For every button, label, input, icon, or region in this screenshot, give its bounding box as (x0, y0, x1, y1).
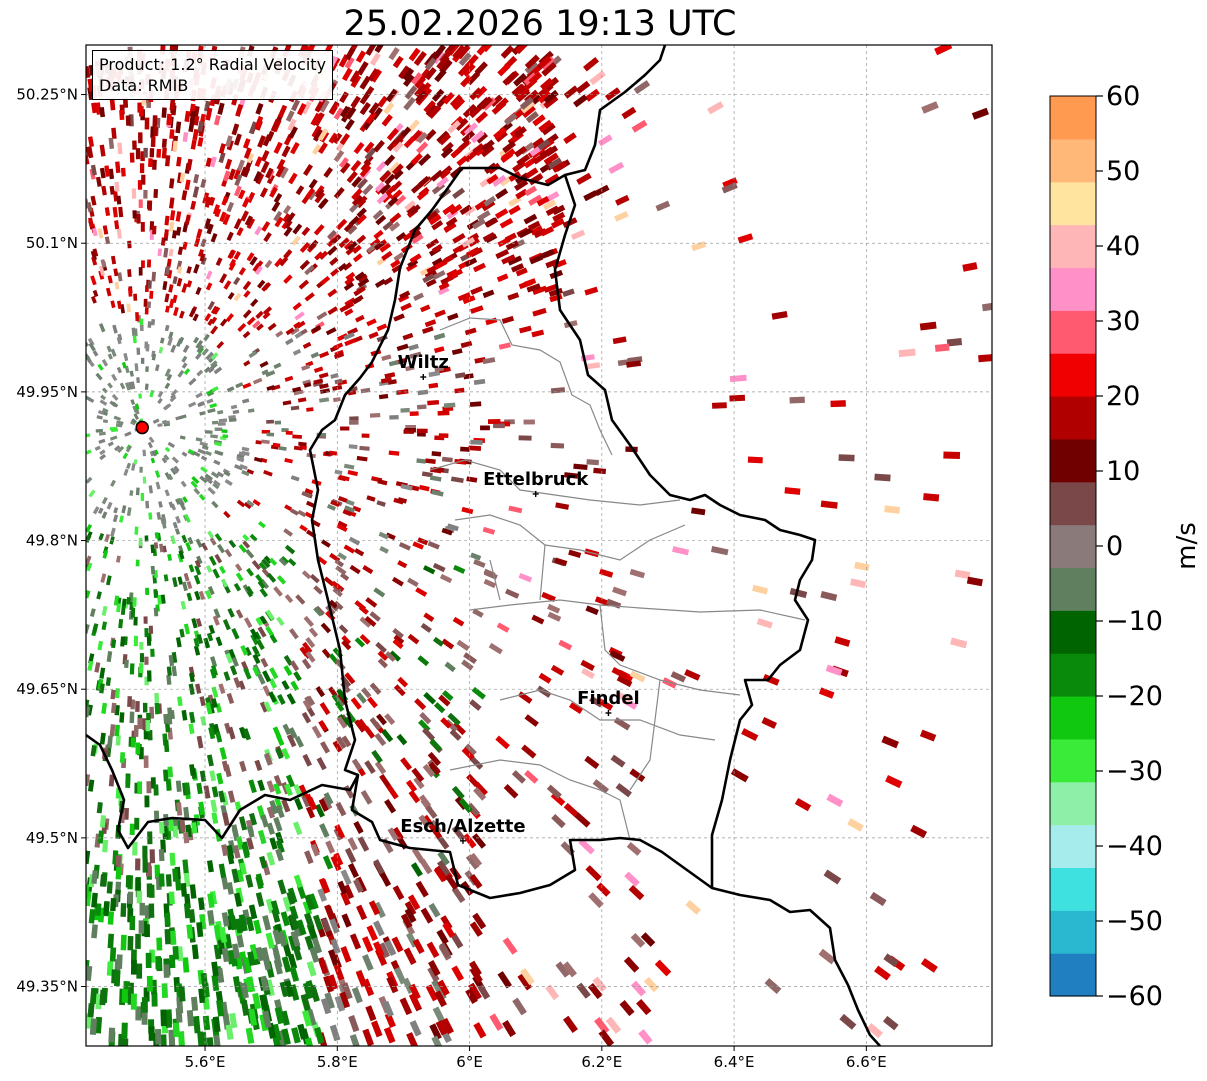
colorbar-swatch (1050, 738, 1096, 783)
radar-echo-layer (86, 45, 992, 1046)
colorbar-tick-label: 20 (1106, 381, 1140, 412)
colorbar-swatch (1050, 610, 1096, 654)
map-title: 25.02.2026 19:13 UTC (343, 4, 737, 44)
colorbar-tick-label: −40 (1106, 831, 1163, 862)
lon-tick-label: 6°E (456, 1053, 483, 1071)
data-source-label: Data: RMIB (99, 76, 189, 95)
country-borders (86, 45, 881, 1046)
colorbar-tick-label: 40 (1106, 231, 1140, 262)
city-label: Wiltz (398, 352, 449, 373)
colorbar-swatch (1050, 267, 1096, 311)
colorbar-swatch (1050, 524, 1096, 569)
colorbar-tick-label: 10 (1106, 456, 1140, 487)
colorbar-tick-label: 50 (1106, 156, 1140, 187)
colorbar-swatch (1050, 910, 1096, 954)
map-frame (85, 44, 993, 1047)
colorbar-tick-label: 60 (1106, 81, 1140, 112)
colorbar-swatches (1050, 96, 1096, 997)
lat-tick-label: 50.1°N (26, 234, 78, 252)
longitude-ticks: 5.6°E 5.8°E 6°E 6.2°E 6.4°E 6.6°E (185, 1046, 887, 1071)
canton-borders (429, 317, 806, 841)
lon-tick-label: 5.6°E (185, 1053, 226, 1071)
colorbar-swatch (1050, 310, 1096, 354)
lat-tick-label: 49.95°N (16, 383, 78, 401)
city-label: Esch/Alzette (400, 816, 525, 837)
colorbar-swatch (1050, 181, 1096, 226)
colorbar-swatch (1050, 96, 1096, 140)
radar-site-marker (135, 420, 149, 435)
gridlines (86, 45, 992, 1046)
colorbar-swatch (1050, 781, 1096, 826)
lon-tick-label: 6.6°E (846, 1053, 887, 1071)
lon-tick-label: 5.8°E (317, 1053, 358, 1071)
colorbar-tick-label: −50 (1106, 906, 1163, 937)
colorbar-ticks: 60 50 40 30 20 10 0 −10 −20 −30 −40 −50 −60 (1096, 81, 1163, 1012)
colorbar-tick-label: −60 (1106, 981, 1163, 1012)
lat-tick-label: 50.25°N (16, 86, 78, 104)
colorbar-tick-label: 30 (1106, 306, 1140, 337)
lon-tick-label: 6.4°E (714, 1053, 755, 1071)
colorbar-swatch (1050, 438, 1096, 483)
latitude-ticks: 50.25°N 50.1°N 49.95°N 49.8°N 49.65°N 49.5°N 4… (16, 86, 86, 996)
colorbar-swatch (1050, 696, 1096, 740)
colorbar-swatch (1050, 867, 1096, 911)
city-markers: Wiltz Ettelbruck Findel Esch/Alzette (398, 352, 640, 844)
colorbar-swatch (1050, 567, 1096, 611)
colorbar-swatch (1050, 824, 1096, 869)
colorbar-unit-label: m/s (1172, 522, 1202, 570)
lat-tick-label: 49.35°N (16, 978, 78, 996)
lat-tick-label: 49.8°N (26, 532, 78, 550)
colorbar-tick-label: −10 (1106, 606, 1163, 637)
product-label: Product: 1.2° Radial Velocity (99, 55, 327, 74)
colorbar-tick-label: 0 (1106, 531, 1123, 562)
lat-tick-label: 49.65°N (16, 680, 78, 698)
colorbar-swatch (1050, 138, 1096, 183)
colorbar-tick-label: −30 (1106, 756, 1163, 787)
colorbar-swatch (1050, 481, 1096, 526)
city-label: Ettelbruck (483, 469, 589, 490)
lon-tick-label: 6.2°E (581, 1053, 622, 1071)
city-label: Findel (577, 688, 640, 709)
colorbar-swatch (1050, 653, 1096, 697)
colorbar-swatch (1050, 224, 1096, 269)
colorbar-tick-label: −20 (1106, 681, 1163, 712)
colorbar-swatch (1050, 353, 1096, 397)
colorbar-swatch (1050, 396, 1096, 440)
lat-tick-label: 49.5°N (26, 829, 78, 847)
product-info-box: Product: 1.2° Radial Velocity Data: RMIB (92, 50, 334, 100)
colorbar-swatch (1050, 953, 1096, 997)
